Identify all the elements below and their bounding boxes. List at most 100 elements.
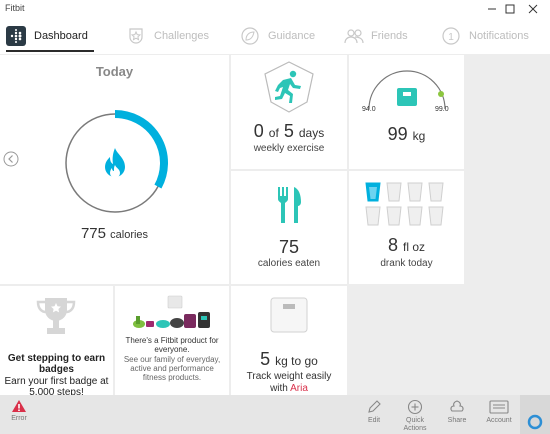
- calories-value: 775: [80, 225, 106, 242]
- badges-text: Earn your first badge at 5,000 steps!: [4, 376, 109, 395]
- water-cup-empty-icon: [428, 206, 444, 226]
- notification-icon: 1: [441, 26, 461, 46]
- exercise-count: 0: [253, 121, 264, 141]
- food-label: calories eaten: [257, 258, 321, 269]
- aria-text: Track weight easily with: [246, 371, 332, 394]
- weight-min: 94.0: [362, 106, 376, 113]
- account-button[interactable]: Account: [480, 399, 518, 425]
- water-tile[interactable]: 8 fl oz drank today: [349, 171, 464, 284]
- aria-readout: 5 kg to go: [231, 349, 347, 370]
- maximize-icon: [505, 4, 515, 14]
- sync-icon: [527, 414, 543, 430]
- trophy-icon: [36, 298, 76, 334]
- food-value: 75: [278, 237, 300, 257]
- share-label: Share: [447, 417, 467, 424]
- fitbit-devices-image: [133, 295, 210, 328]
- add-circle-icon: [407, 399, 423, 415]
- water-cup-empty-icon: [365, 206, 381, 226]
- badges-headline: Get stepping to earn badges: [7, 353, 106, 375]
- fitbit-products-tile[interactable]: There's a Fitbit product for everyone. S…: [115, 286, 229, 395]
- tab-label: Challenges: [154, 30, 210, 42]
- water-value: 8: [387, 235, 398, 255]
- calories-readout: 775 calories: [0, 225, 229, 242]
- minimize-icon: [488, 8, 496, 10]
- weight-max: 99.0: [435, 106, 449, 113]
- title-bar: Fitbit: [0, 0, 550, 18]
- tab-label: Dashboard: [34, 30, 88, 42]
- water-label: drank today: [380, 258, 433, 269]
- water-cup-empty-icon: [407, 206, 423, 226]
- flame-icon: [105, 148, 125, 178]
- warning-icon: [12, 400, 26, 412]
- weight-tile[interactable]: 94.0 99.0 99 kg: [349, 55, 464, 169]
- aria-unit: kg to go: [275, 354, 318, 368]
- pencil-icon: [368, 400, 381, 413]
- tab-guidance[interactable]: Guidance: [240, 18, 315, 54]
- aria-link[interactable]: Aria: [290, 383, 308, 394]
- sync-button[interactable]: [520, 395, 550, 434]
- weekly-exercise-tile[interactable]: 0 of 5 days weekly exercise: [231, 55, 347, 169]
- water-cup-empty-icon: [407, 182, 423, 202]
- minimize-button[interactable]: [479, 0, 507, 18]
- account-card-icon: [489, 400, 509, 414]
- exercise-label: weekly exercise: [253, 143, 325, 154]
- edit-button[interactable]: Edit: [355, 399, 393, 425]
- aria-weight-tile[interactable]: 5 kg to go Track weight easily with Aria: [231, 286, 347, 395]
- previous-day-button[interactable]: [3, 151, 19, 172]
- promo-text: See our family of everyday, active and p…: [123, 355, 221, 382]
- exercise-goal: 5: [283, 121, 294, 141]
- tab-dashboard[interactable]: Dashboard: [6, 18, 94, 54]
- water-cup-empty-icon: [386, 182, 402, 202]
- svg-text:1: 1: [448, 32, 454, 43]
- aria-value: 5: [260, 349, 271, 369]
- app-bar: Error Edit Quick Actions Share Account: [0, 395, 550, 434]
- weight-gauge: [368, 70, 446, 110]
- tab-label: Friends: [371, 30, 408, 42]
- error-label: Error: [11, 415, 27, 422]
- badges-tile[interactable]: Get stepping to earn badges Earn your fi…: [0, 286, 113, 395]
- water-unit: fl oz: [403, 240, 426, 254]
- today-calories-tile[interactable]: Today 775 calories: [0, 55, 229, 284]
- weight-unit: kg: [412, 129, 426, 143]
- quick-actions-button[interactable]: Quick Actions: [396, 399, 434, 433]
- water-cups: [365, 182, 444, 226]
- edit-label: Edit: [367, 417, 381, 424]
- running-badge-icon: [264, 61, 314, 113]
- scale-icon: [270, 297, 308, 333]
- calories-progress-ring: [65, 110, 168, 213]
- share-icon: [450, 400, 464, 412]
- fitbit-logo-icon: [6, 26, 26, 46]
- window-title: Fitbit: [5, 3, 25, 13]
- quick-actions-label: Quick Actions: [403, 417, 427, 432]
- water-cup-empty-icon: [386, 206, 402, 226]
- exercise-unit: days: [298, 126, 325, 140]
- leaf-icon: [240, 26, 260, 46]
- exercise-readout: 0 of 5 days: [231, 121, 347, 142]
- close-window-button[interactable]: [520, 0, 548, 18]
- close-icon: [528, 4, 538, 14]
- friends-icon: [343, 26, 364, 46]
- today-title: Today: [95, 64, 134, 79]
- star-badge-icon: [126, 26, 146, 46]
- fork-knife-icon: [278, 187, 301, 223]
- maximize-button[interactable]: [497, 0, 525, 18]
- weight-value: 99: [387, 124, 408, 144]
- calories-unit: calories: [110, 229, 149, 241]
- top-navigation: Dashboard Challenges Guidance Friends 1 …: [0, 18, 550, 54]
- error-button[interactable]: Error: [0, 399, 38, 423]
- water-level-icon: [369, 187, 377, 199]
- weight-readout: 99 kg: [349, 124, 464, 145]
- water-cup-empty-icon: [428, 182, 444, 202]
- aria-text-block: Track weight easily with Aria: [231, 371, 347, 395]
- tab-label: Guidance: [268, 30, 316, 42]
- water-readout: 8 fl oz: [349, 235, 464, 256]
- share-button[interactable]: Share: [438, 399, 476, 425]
- tab-notifications[interactable]: 1 Notifications: [441, 18, 529, 54]
- tab-challenges[interactable]: Challenges: [126, 18, 209, 54]
- account-label: Account: [486, 417, 512, 424]
- promo-headline: There's a Fitbit product for everyone.: [125, 336, 219, 354]
- calories-eaten-tile[interactable]: 75 calories eaten: [231, 171, 347, 284]
- exercise-of: of: [268, 126, 279, 140]
- tab-label: Notifications: [469, 30, 529, 42]
- tab-friends[interactable]: Friends: [343, 18, 408, 54]
